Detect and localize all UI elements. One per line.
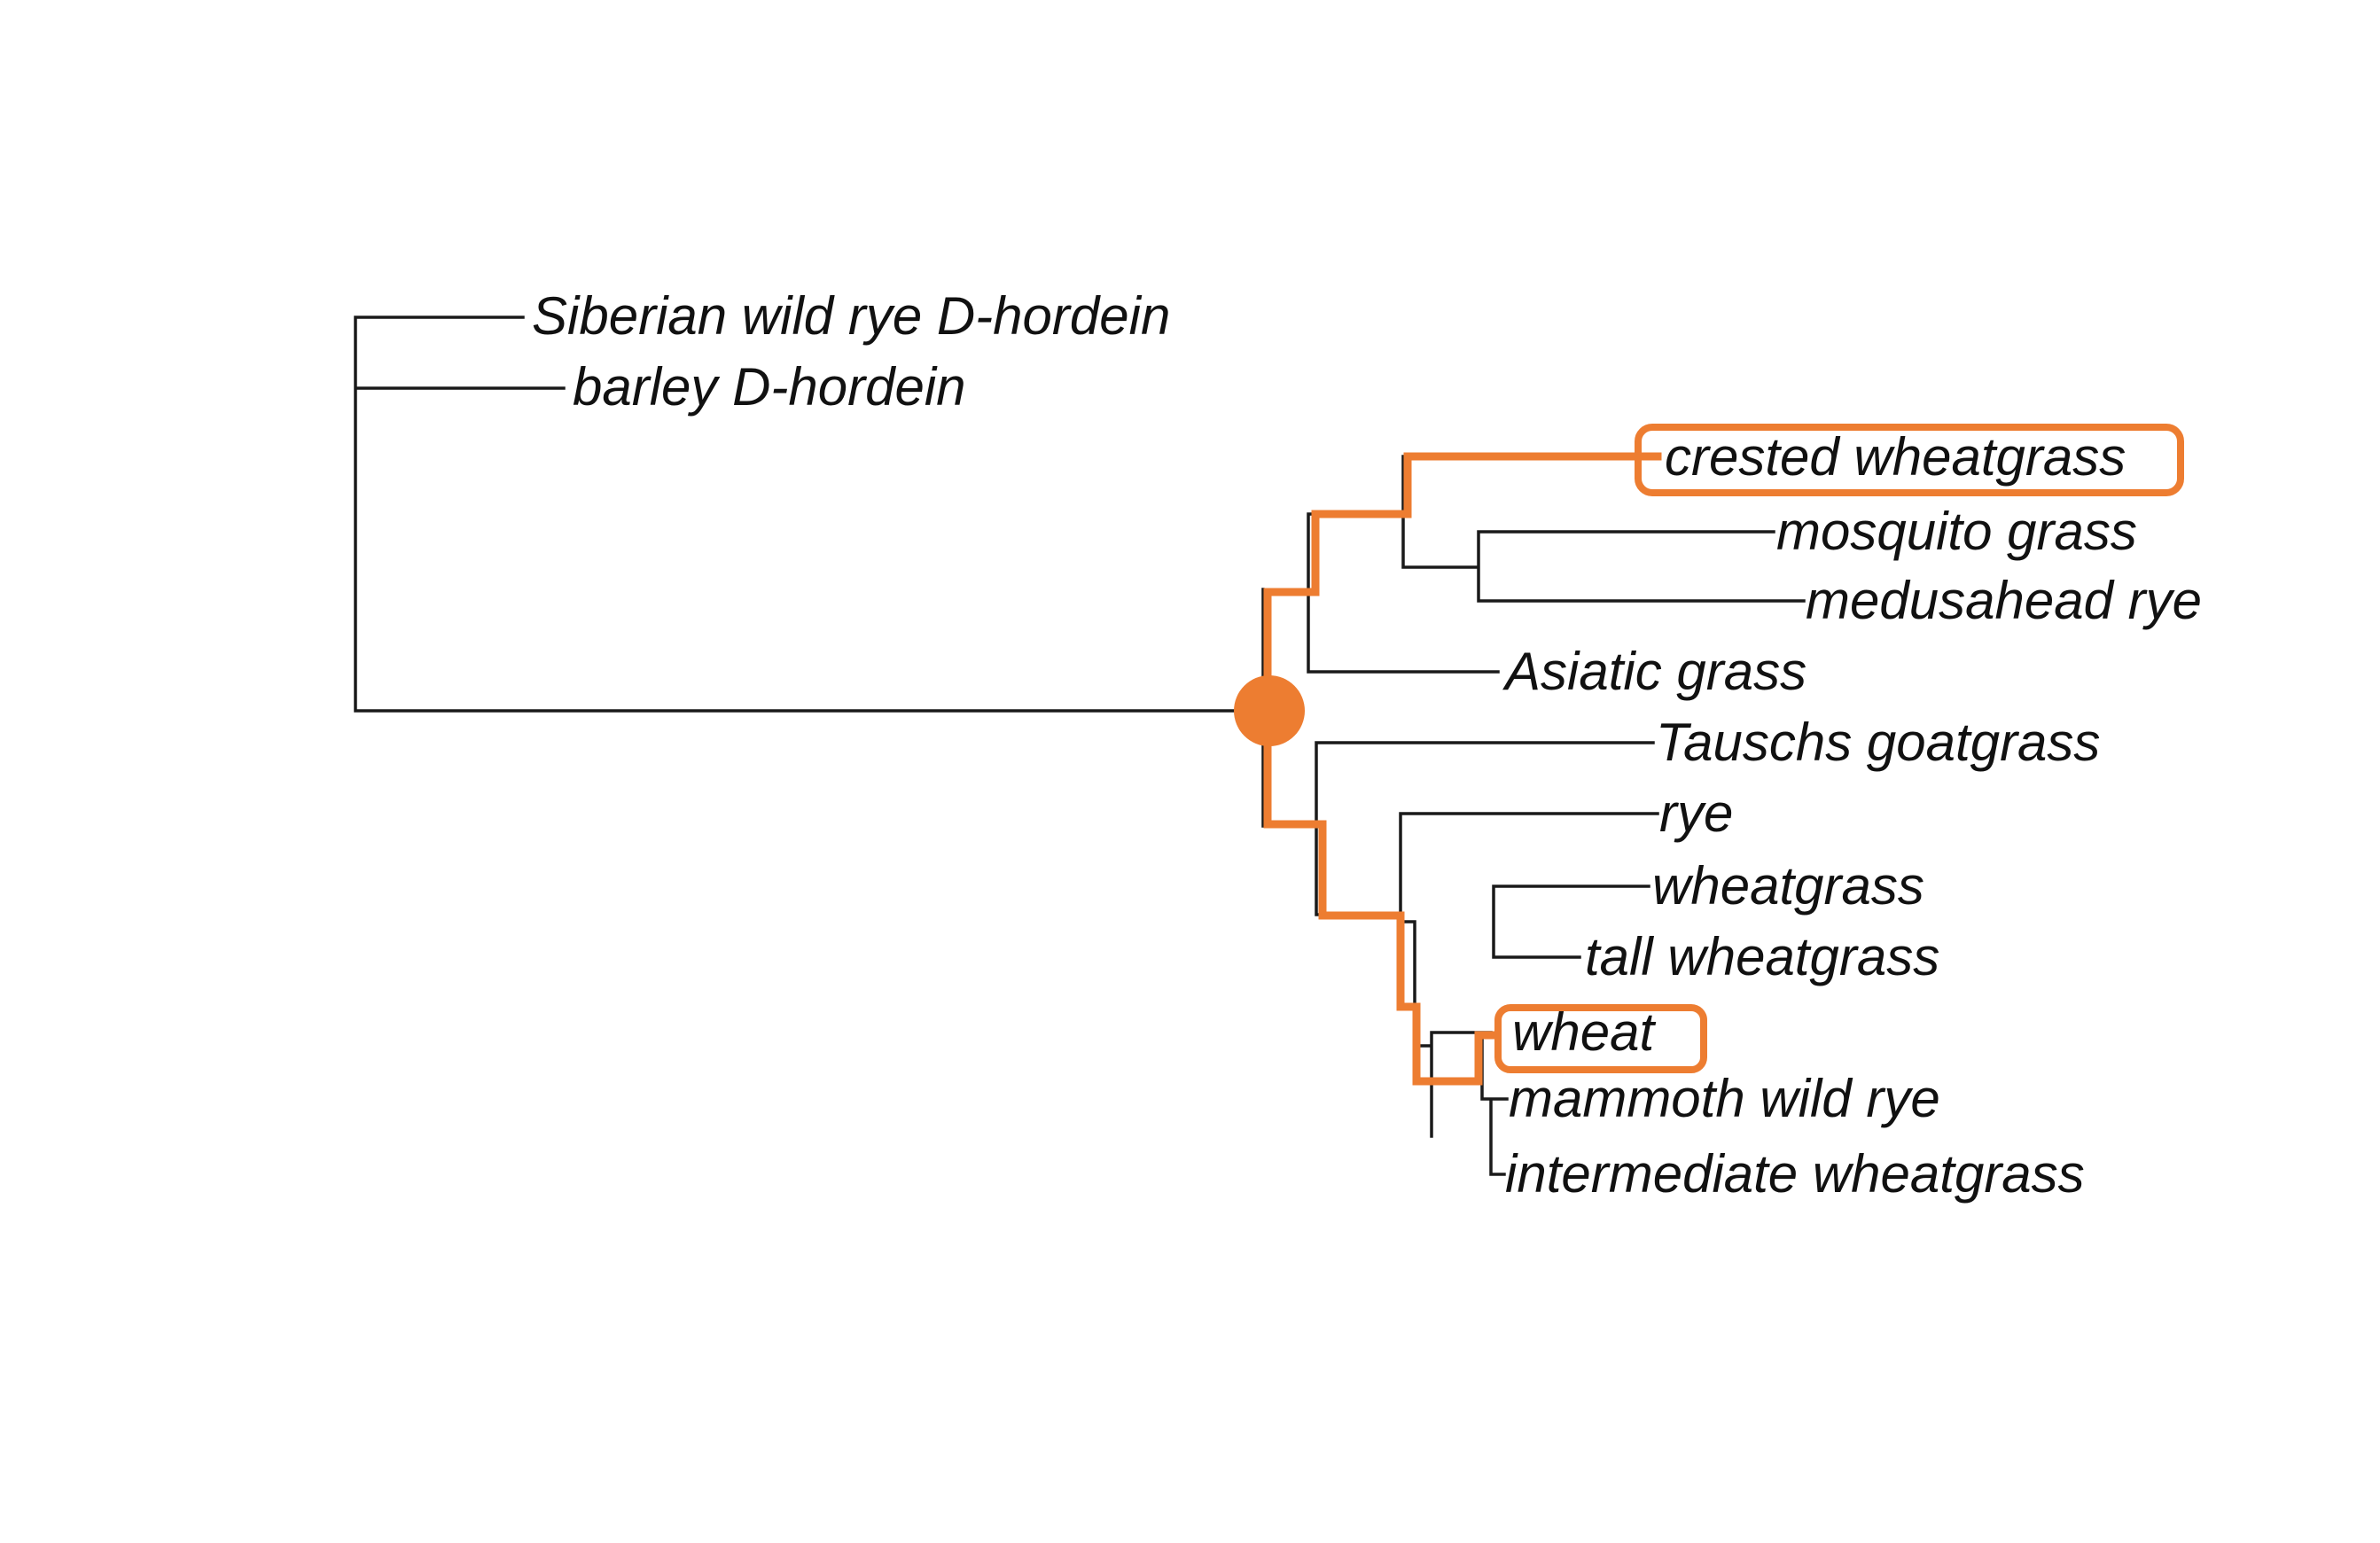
tip-label-tall-wheatgrass: tall wheatgrass (1585, 927, 1939, 986)
highlight-path-crested-wheatgrass (1263, 452, 1662, 715)
tip-label-tauschs-goatgrass: Tauschs goatgrass (1656, 713, 2100, 772)
tip-label-mammoth-wild-rye: mammoth wild rye (1509, 1069, 1940, 1128)
highlight-node (1234, 675, 1305, 746)
tip-label-mosquito-grass: mosquito grass (1776, 502, 2137, 561)
tip-label-siberian-wild-rye: Siberian wild rye D-hordein (532, 286, 1170, 346)
highlight-layer (1234, 424, 2184, 1086)
highlight-box-wheat (1494, 1004, 1707, 1073)
tip-labels: Siberian wild rye D-hordein barley D-hor… (532, 286, 2202, 1204)
tip-label-wheat: wheat (1512, 1002, 1656, 1062)
highlight-box-crested-wheatgrass (1635, 424, 2184, 496)
tip-label-crested-wheatgrass: crested wheatgrass (1665, 427, 2126, 487)
tip-label-asiatic-grass: Asiatic grass (1502, 642, 1806, 701)
tip-label-medusahead-rye: medusahead rye (1806, 571, 2202, 630)
tip-label-rye: rye (1659, 783, 1733, 843)
tip-label-barley: barley D-hordein (573, 357, 966, 417)
root-branch (354, 316, 1265, 713)
tree-branches (354, 316, 1806, 1176)
tip-label-intermediate-wheatgrass: intermediate wheatgrass (1505, 1144, 2085, 1204)
highlight-path-wheat (1263, 706, 1501, 1086)
tip-label-wheatgrass: wheatgrass (1652, 856, 1924, 916)
upper-clade-branches (1307, 455, 1806, 674)
